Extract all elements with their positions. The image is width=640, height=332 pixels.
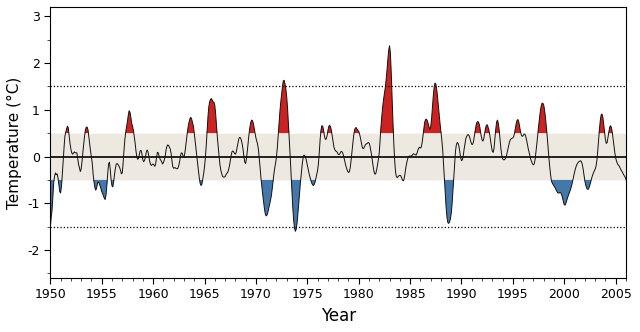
X-axis label: Year: Year — [321, 307, 356, 325]
Y-axis label: Temperature (°C): Temperature (°C) — [7, 76, 22, 208]
